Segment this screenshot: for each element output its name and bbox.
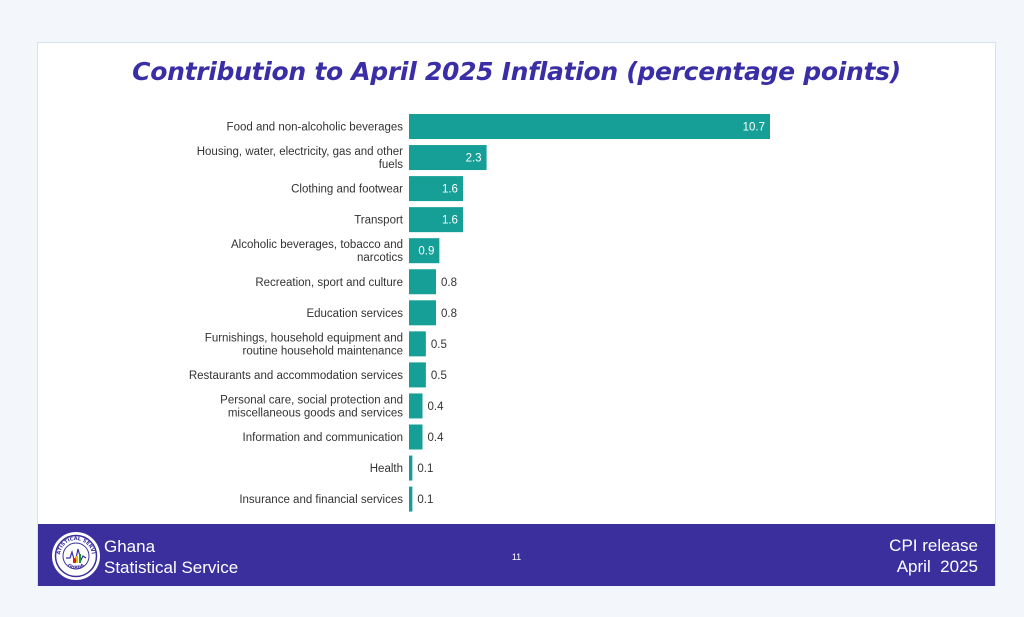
data-label: 1.6 bbox=[442, 215, 458, 227]
bar bbox=[409, 331, 426, 357]
category-label: Recreation, sport and culture bbox=[255, 277, 403, 289]
bar bbox=[409, 424, 423, 450]
data-label: 0.5 bbox=[431, 370, 447, 382]
category-label: Housing, water, electricity, gas and oth… bbox=[197, 146, 404, 171]
ghana-statistical-service-logo: STATISTICAL SERVICE GHANA bbox=[52, 532, 100, 580]
data-label: 10.7 bbox=[743, 122, 765, 134]
bar bbox=[409, 238, 440, 264]
bar bbox=[409, 455, 413, 481]
category-label: Furnishings, household equipment and rout… bbox=[205, 332, 403, 357]
svg-text:GHANA: GHANA bbox=[66, 562, 86, 571]
org-name-line1: Ghana bbox=[104, 537, 156, 556]
category-label: Clothing and footwear bbox=[291, 184, 403, 196]
data-label: 0.8 bbox=[441, 277, 457, 289]
data-label: 0.4 bbox=[427, 401, 444, 413]
category-label: Restaurants and accommodation services bbox=[189, 370, 403, 382]
data-label: 0.1 bbox=[417, 463, 433, 475]
category-label: Education services bbox=[306, 308, 403, 320]
category-label: Transport bbox=[354, 215, 404, 227]
bar bbox=[409, 393, 423, 419]
data-label: 0.8 bbox=[441, 308, 457, 320]
data-label: 0.4 bbox=[427, 432, 444, 444]
chart-title: Contribution to April 2025 Inflation (pe… bbox=[132, 57, 901, 86]
release-info: CPI release April 2025 bbox=[889, 535, 978, 577]
category-label: Alcoholic beverages, tobacco and narcotic… bbox=[231, 239, 403, 264]
logo-bottom-text: GHANA bbox=[66, 562, 86, 571]
data-label: 0.9 bbox=[418, 246, 434, 258]
bar bbox=[409, 362, 426, 388]
data-label: 0.1 bbox=[417, 494, 433, 506]
category-label: Health bbox=[370, 463, 403, 475]
category-label: Insurance and financial services bbox=[239, 494, 403, 506]
bar bbox=[409, 269, 436, 295]
bar bbox=[409, 486, 413, 512]
slide: Contribution to April 2025 Inflation (pe… bbox=[37, 42, 996, 586]
bar bbox=[409, 176, 463, 202]
bar bbox=[409, 145, 487, 171]
data-label: 0.5 bbox=[431, 339, 447, 351]
category-label: Food and non-alcoholic beverages bbox=[227, 122, 404, 134]
page-number: 11 bbox=[511, 552, 522, 562]
data-label: 2.3 bbox=[466, 153, 482, 165]
bar bbox=[409, 207, 463, 233]
organization-name: Ghana Statistical Service bbox=[104, 536, 238, 578]
release-line2: April 2025 bbox=[896, 557, 978, 576]
bar-chart: 10.7 Food and non-alcoholic beverages 2.3 H… bbox=[189, 114, 770, 512]
footer-bar: STATISTICAL SERVICE GHANA Ghana Statisti… bbox=[38, 524, 995, 586]
category-label: Information and communication bbox=[243, 432, 403, 444]
bar bbox=[409, 300, 436, 326]
org-name-line2: Statistical Service bbox=[104, 558, 239, 577]
data-label: 1.6 bbox=[442, 184, 458, 196]
bar bbox=[409, 114, 770, 139]
release-line1: CPI release bbox=[889, 536, 978, 555]
category-label: Personal care, social protection and misc… bbox=[220, 394, 403, 419]
